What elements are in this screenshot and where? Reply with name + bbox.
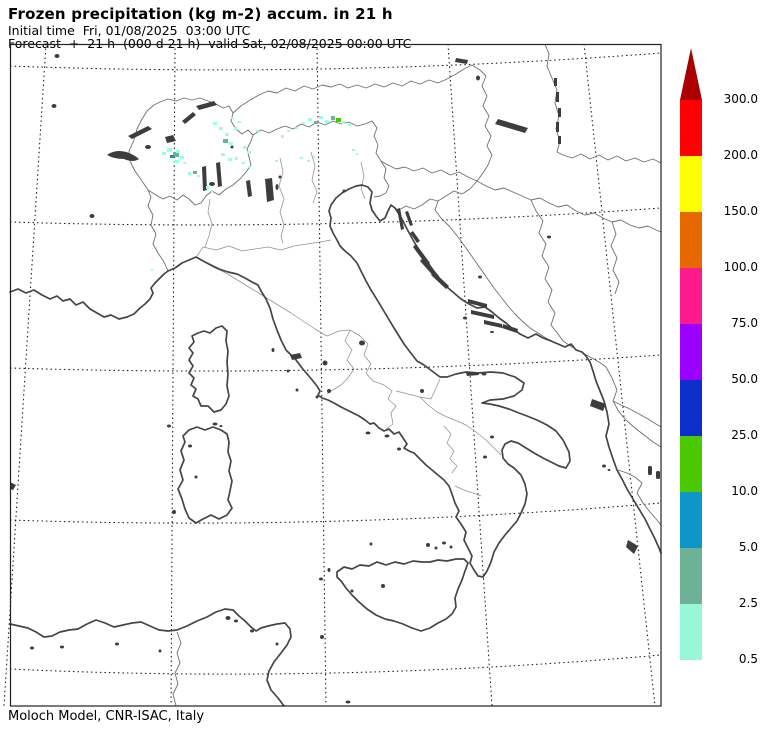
precip-spot xyxy=(287,130,290,132)
colorbar-band-10 xyxy=(680,436,702,492)
precip-spot xyxy=(197,175,200,177)
colorbar-tick-label: 150.0 xyxy=(723,204,758,218)
precip-spot xyxy=(219,127,223,130)
precip-spot xyxy=(211,190,213,192)
precip-spot xyxy=(295,127,298,129)
coastlines xyxy=(9,184,662,707)
colorbar-band-75 xyxy=(680,268,702,324)
colorbar-tick-label: 75.0 xyxy=(731,316,758,330)
precip-spot xyxy=(176,150,180,153)
precip-spot xyxy=(228,158,232,161)
colorbar-tick-label: 10.0 xyxy=(731,484,758,498)
precip-spot xyxy=(348,124,351,126)
country-borders xyxy=(128,43,662,707)
precip-spot xyxy=(174,160,179,163)
graticule xyxy=(3,43,662,707)
precip-spot xyxy=(243,146,246,149)
precip-spot xyxy=(170,155,174,158)
precip-spot xyxy=(342,121,345,124)
colorbar-tick-label: 200.0 xyxy=(723,148,758,162)
colorbar-tick-label: 25.0 xyxy=(731,428,758,442)
precip-spot xyxy=(300,157,303,159)
precip-spot xyxy=(352,149,355,151)
map-frame xyxy=(9,43,662,707)
precip-spot xyxy=(193,171,197,174)
colorbar-band-100 xyxy=(680,212,702,268)
precip-spot xyxy=(281,135,284,138)
colorbar-tick-label: 300.0 xyxy=(723,92,758,106)
region-borders xyxy=(196,151,502,497)
colorbar-band-50 xyxy=(680,324,702,380)
precip-spot xyxy=(313,156,315,158)
colorbar-overflow-arrow xyxy=(680,48,702,100)
precip-spot xyxy=(308,118,312,121)
colorbar-tick-label: 50.0 xyxy=(731,372,758,386)
precip-spot xyxy=(248,166,251,168)
precip-spot xyxy=(242,162,245,164)
colorbar-band-0.5 xyxy=(680,604,702,660)
colorbar-tick-label: 5.0 xyxy=(738,540,758,554)
precip-spot xyxy=(314,121,318,124)
page-title: Frozen precipitation (kg m-2) accum. in … xyxy=(8,5,393,23)
precipitation-spots xyxy=(151,116,358,271)
precip-spot xyxy=(221,153,225,156)
colorbar-band-200 xyxy=(680,100,702,156)
precip-spot xyxy=(206,186,209,189)
model-credit: Moloch Model, CNR-ISAC, Italy xyxy=(8,709,205,724)
colorbar-tick-label: 2.5 xyxy=(738,596,758,610)
precip-spot xyxy=(188,172,191,175)
precip-spot xyxy=(319,116,323,119)
precip-spot xyxy=(247,151,251,154)
precip-spot xyxy=(173,152,179,157)
precip-spot xyxy=(162,152,166,155)
precip-spot xyxy=(225,133,229,136)
precip-spot xyxy=(235,157,238,160)
precip-spot xyxy=(213,122,217,125)
colorbar-tick-label: 100.0 xyxy=(723,260,758,274)
precip-spot xyxy=(256,130,259,132)
precip-spot xyxy=(223,139,228,143)
precip-spot xyxy=(307,160,310,162)
colorbar-band-2.5 xyxy=(680,548,702,604)
colorbar xyxy=(680,48,702,660)
precip-spot xyxy=(302,122,305,124)
precip-spot xyxy=(275,160,278,162)
precip-spot xyxy=(356,153,358,155)
precip-spot xyxy=(183,162,186,164)
initial-time-line: Initial time Fri, 01/08/2025 03:00 UTC xyxy=(8,23,251,38)
lakes-and-islets xyxy=(10,54,660,704)
colorbar-tick-label: 0.5 xyxy=(738,652,758,666)
precip-spot xyxy=(229,142,233,145)
precip-spot xyxy=(331,116,335,120)
precip-spot xyxy=(325,120,329,123)
precip-spot xyxy=(238,121,241,123)
precip-spot xyxy=(336,118,341,122)
precip-spot xyxy=(167,148,172,152)
precip-spot xyxy=(151,269,153,271)
precip-spot xyxy=(180,156,184,159)
colorbar-band-5 xyxy=(680,492,702,548)
colorbar-band-150 xyxy=(680,156,702,212)
precip-spot xyxy=(231,117,234,119)
forecast-valid-line: Forecast + 21 h (000 d 21 h) valid Sat, … xyxy=(8,36,412,51)
precip-spot xyxy=(234,127,237,130)
colorbar-band-25 xyxy=(680,380,702,436)
